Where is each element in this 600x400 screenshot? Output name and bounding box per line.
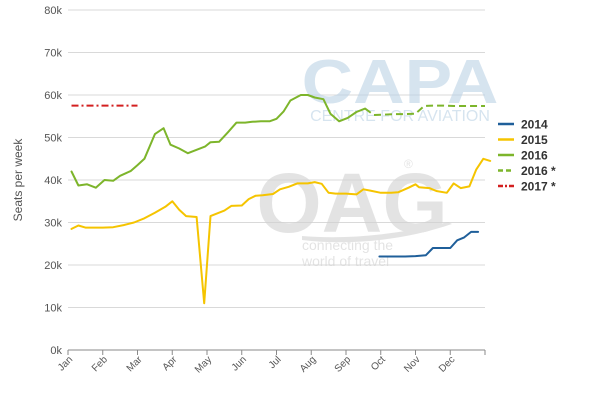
series-line [70,157,492,305]
y-tick-label: 70k [44,48,62,60]
series-line [70,94,367,189]
x-tick-label: Dec [437,354,457,374]
y-tick-label: 30k [44,218,62,230]
x-tick-label: Feb [90,354,110,374]
x-tick-label: Mar [125,354,145,374]
x-tick-label: Jun [230,354,249,373]
y-tick-label: 60k [44,90,62,102]
series [70,94,492,305]
series-line [364,104,485,116]
y-tick-label: 80k [44,5,62,17]
series-line [378,230,480,258]
gridlines [68,9,485,308]
oag-logo-text: OAG [256,156,447,250]
legend-item-label: 2017 * [521,180,556,194]
x-tick-label: Nov [402,354,422,374]
y-tick-label: 50k [44,133,62,145]
x-tick-label: Oct [369,354,388,373]
oag-plane-icon [302,222,452,243]
y-tick-label: 0k [50,345,62,357]
oag-registered-mark: ® [404,157,413,171]
x-tick-label: Aug [298,354,318,374]
x-tick-label: Jul [267,354,284,371]
capa-logo-text: CAPA [302,48,499,117]
y-tick-label: 40k [44,175,62,187]
legend-item-label: 2016 [521,149,548,163]
legend-item-label: 2016 * [521,164,556,178]
legend-item-label: 2015 [521,133,548,147]
y-axis-label: Seats per week [11,138,25,222]
y-tick-label: 10k [44,303,62,315]
x-tick-label: Jan [56,354,75,373]
x-tick-label: Apr [161,354,180,373]
x-tick-label: May [193,354,214,375]
y-tick-label: 20k [44,260,62,272]
watermark: CAPA CENTRE FOR AVIATION OAG ® connectin… [256,48,498,269]
legend-item-label: 2014 [521,118,548,132]
x-tick-label: Sep [333,354,354,375]
oag-tagline-2: world of travel [301,253,389,269]
capa-subtitle-text: CENTRE FOR AVIATION [310,108,490,125]
